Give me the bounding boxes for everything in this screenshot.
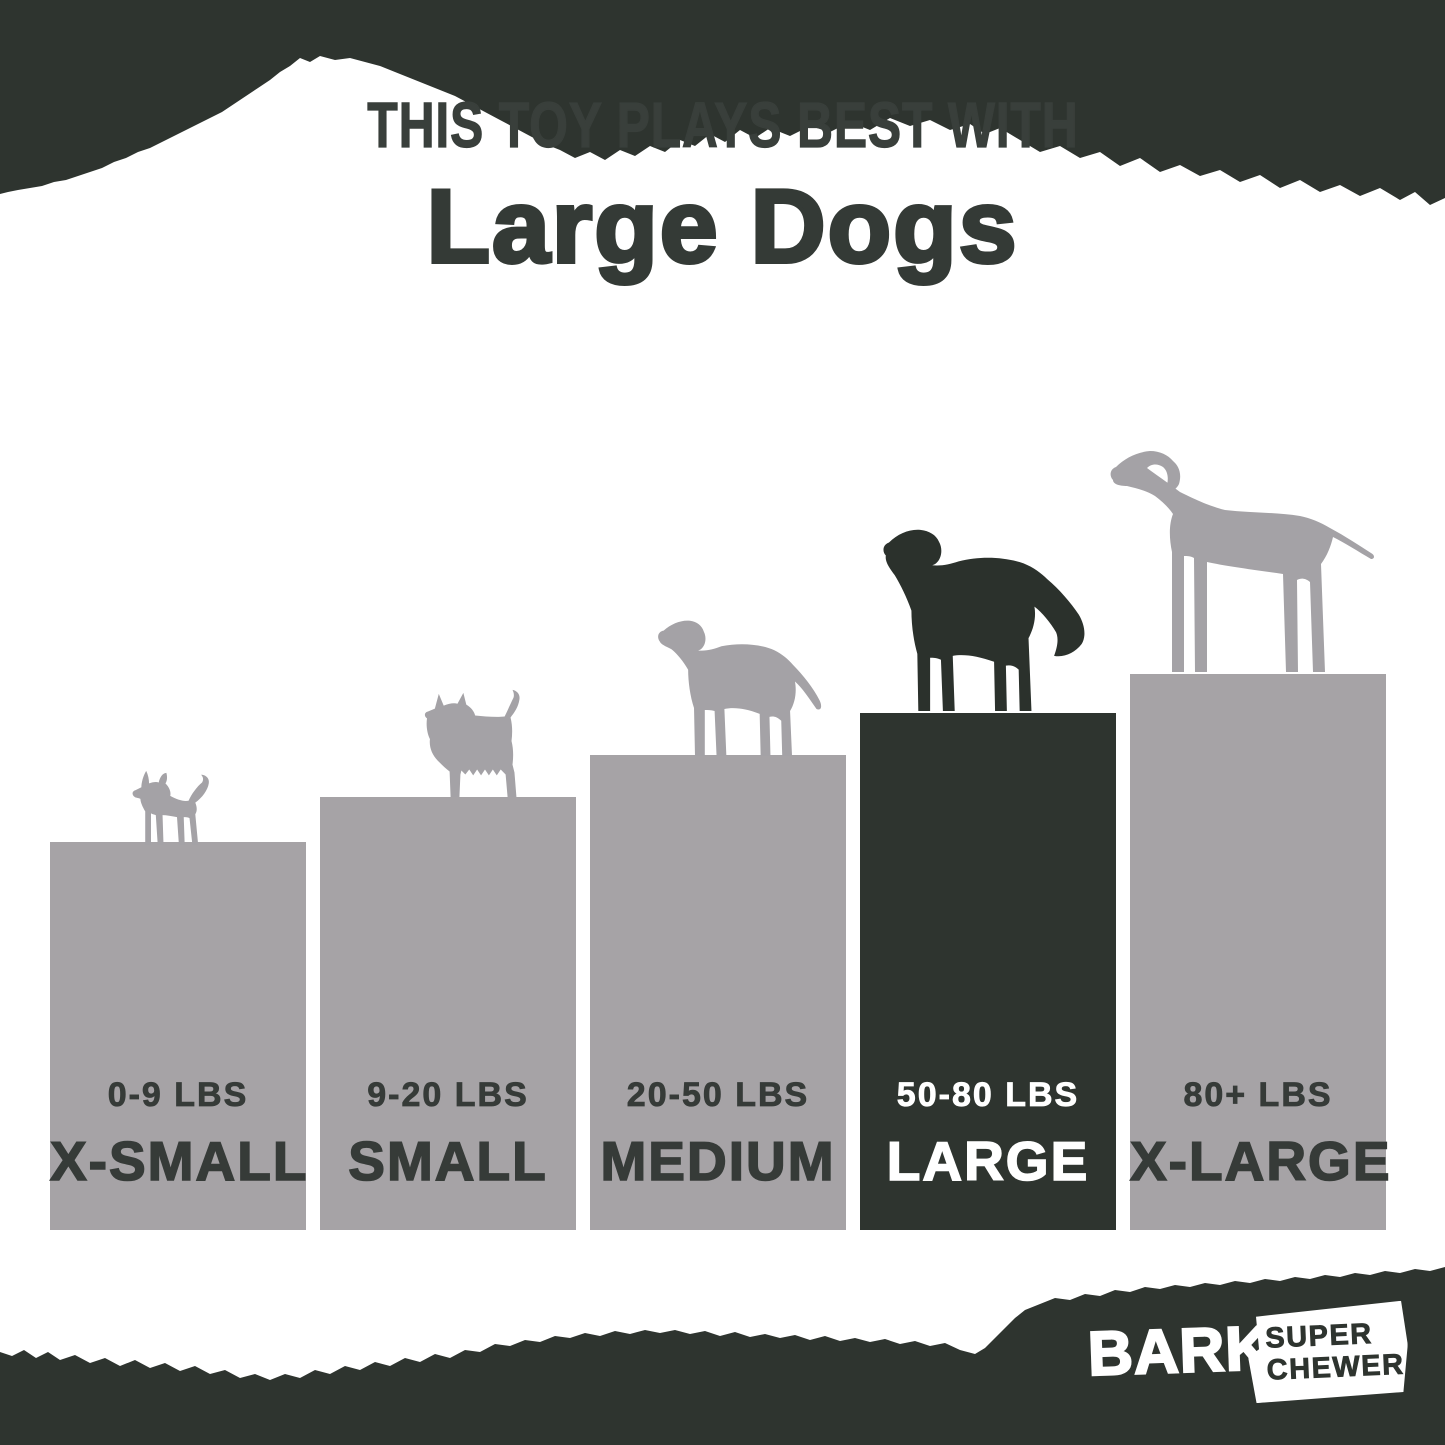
bark-logo: BARK	[1086, 1313, 1274, 1391]
scottish-terrier-silhouette-icon	[424, 689, 520, 798]
size-name-label: LARGE	[886, 1129, 1090, 1193]
bar-x-large	[1130, 674, 1386, 1230]
bar-label-group-large: 50-80 LBS LARGE	[860, 1076, 1116, 1193]
weight-range-label: 20-50 LBS	[626, 1076, 810, 1115]
bar-small	[320, 797, 576, 1230]
super-chewer-badge: SUPER CHEWER	[1246, 1301, 1410, 1404]
page-title-text: THIS TOY PLAYS BEST WITH	[366, 88, 1079, 161]
super-chewer-badge-line2: CHEWER	[1266, 1348, 1406, 1387]
size-name-label: X-SMALL	[49, 1129, 309, 1193]
weight-range-label: 50-80 LBS	[896, 1076, 1080, 1115]
size-name-label: MEDIUM	[600, 1129, 836, 1193]
size-name-label: SMALL	[347, 1129, 548, 1193]
bar-x-small	[50, 842, 306, 1230]
bar-large-highlighted	[860, 713, 1116, 1230]
weight-range-label: 9-20 LBS	[367, 1076, 529, 1115]
bar-label-group-small: 9-20 LBS SMALL	[320, 1076, 576, 1193]
bar-label-group-x-small: 0-9 LBS X-SMALL	[49, 1076, 309, 1193]
labrador-silhouette-icon	[658, 620, 822, 757]
great-dane-silhouette-icon	[1110, 451, 1374, 672]
chihuahua-silhouette-icon	[132, 770, 209, 846]
bar-medium	[590, 755, 846, 1230]
page-subtitle: Large Dogs	[424, 167, 1019, 287]
page-title: THIS TOY PLAYS BEST WITH	[0, 88, 1445, 162]
bar-label-group-medium: 20-50 LBS MEDIUM	[590, 1076, 846, 1193]
size-name-label: X-LARGE	[1129, 1129, 1392, 1193]
bar-label-group-x-large: 80+ LBS X-LARGE	[1129, 1076, 1392, 1193]
golden-retriever-silhouette-icon	[883, 529, 1085, 711]
weight-range-label: 80+ LBS	[1183, 1076, 1333, 1115]
weight-range-label: 0-9 LBS	[107, 1076, 249, 1115]
